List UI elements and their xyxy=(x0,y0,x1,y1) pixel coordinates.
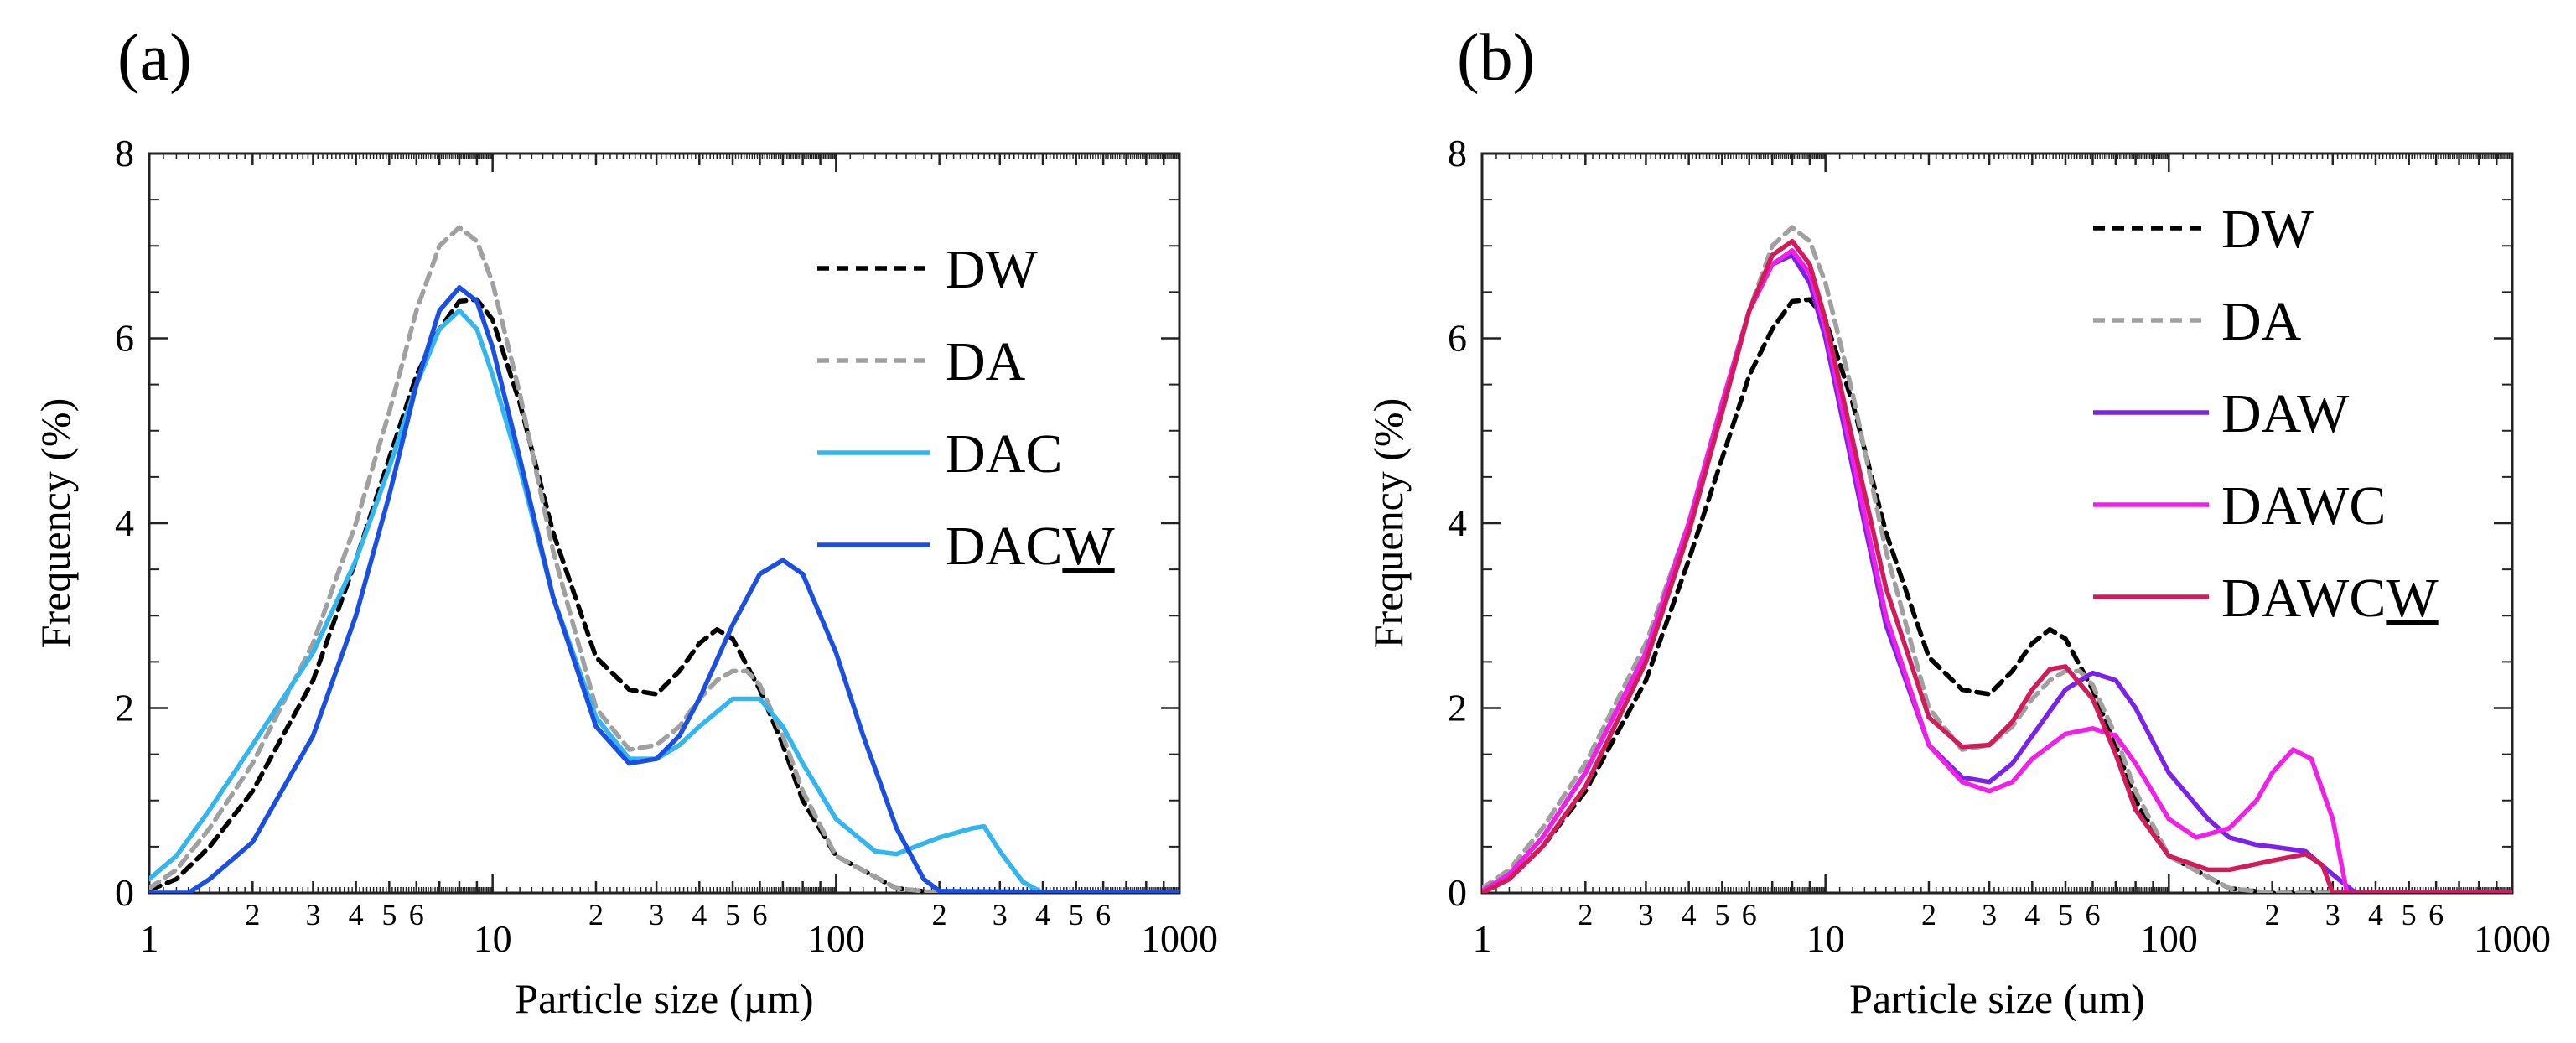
series-line-da xyxy=(149,225,1179,893)
y-tick-label: 4 xyxy=(115,501,134,544)
x-tick-label: 1 xyxy=(1473,917,1492,960)
y-tick-label: 8 xyxy=(1448,132,1467,174)
y-tick-label: 2 xyxy=(1448,687,1467,729)
x-minor-tick-label: 5 xyxy=(1714,898,1729,931)
legend-label-da: DA xyxy=(2221,291,2302,352)
legend-label-dw: DW xyxy=(2221,199,2314,260)
panel-label: (a) xyxy=(117,21,192,95)
legend-label-dac: DAC xyxy=(946,423,1062,485)
legend-label-daw: DAW xyxy=(2221,383,2350,444)
x-tick-label: 1000 xyxy=(2474,917,2551,960)
y-tick-label: 0 xyxy=(1448,871,1467,914)
legend-label-dw: DW xyxy=(946,239,1039,300)
y-tick-label: 6 xyxy=(1448,317,1467,360)
x-minor-tick-label: 3 xyxy=(1638,898,1653,931)
legend-text-main: DA xyxy=(2221,291,2302,352)
x-tick-label: 10 xyxy=(1806,917,1845,960)
x-minor-tick-label: 6 xyxy=(1742,898,1757,931)
y-tick-label: 8 xyxy=(115,132,134,174)
legend-label-dawcw: DAWCW xyxy=(2221,568,2439,629)
x-minor-tick-label: 5 xyxy=(381,898,397,931)
legend-text-main: DW xyxy=(946,239,1039,300)
x-minor-tick-label: 6 xyxy=(2428,898,2444,931)
legend-text-main: DW xyxy=(2221,199,2314,260)
x-minor-tick-label: 6 xyxy=(2085,898,2100,931)
x-tick-label: 10 xyxy=(474,917,512,960)
legend-text-main: DAW xyxy=(2221,383,2350,444)
x-minor-tick-label: 2 xyxy=(932,898,947,931)
x-minor-tick-label: 5 xyxy=(725,898,740,931)
x-minor-tick-label: 2 xyxy=(245,898,260,931)
y-tick-label: 4 xyxy=(1448,501,1467,544)
x-minor-tick-label: 2 xyxy=(2265,898,2280,931)
x-minor-tick-label: 4 xyxy=(349,898,364,931)
x-minor-tick-label: 3 xyxy=(993,898,1008,931)
x-axis-title: Particle size (um) xyxy=(1849,975,2145,1022)
x-minor-tick-label: 2 xyxy=(588,898,604,931)
x-minor-tick-label: 5 xyxy=(2058,898,2073,931)
x-minor-tick-label: 4 xyxy=(692,898,707,931)
panel-label: (b) xyxy=(1457,21,1535,95)
x-tick-label: 100 xyxy=(2140,917,2198,960)
x-minor-tick-label: 6 xyxy=(1096,898,1111,931)
legend-label-da: DA xyxy=(946,331,1026,392)
x-minor-tick-label: 2 xyxy=(1921,898,1936,931)
x-minor-tick-label: 5 xyxy=(1069,898,1084,931)
legend-label-dawc: DAWC xyxy=(2221,475,2386,537)
x-minor-tick-label: 2 xyxy=(1578,898,1593,931)
x-minor-tick-label: 4 xyxy=(1682,898,1697,931)
x-minor-tick-label: 3 xyxy=(1982,898,1997,931)
x-tick-label: 1 xyxy=(140,917,159,960)
legend-text-underlined: W xyxy=(2386,568,2439,629)
y-tick-label: 0 xyxy=(115,871,134,914)
x-minor-tick-label: 4 xyxy=(2368,898,2383,931)
series-line-dawc xyxy=(1482,248,2512,893)
x-axis-title: Particle size (µm) xyxy=(515,975,813,1022)
series-line-da xyxy=(1482,225,2512,893)
y-axis-title: Frequency (%) xyxy=(1365,398,1412,649)
legend-label-dacw: DACW xyxy=(946,516,1115,577)
legend-text-main: DAWC xyxy=(2221,475,2386,537)
x-minor-tick-label: 5 xyxy=(2402,898,2417,931)
y-axis-title: Frequency (%) xyxy=(32,398,79,649)
legend-text-main: DAC xyxy=(946,516,1062,577)
x-tick-label: 100 xyxy=(807,917,865,960)
legend-text-underlined: W xyxy=(1062,516,1115,577)
x-minor-tick-label: 6 xyxy=(409,898,424,931)
x-minor-tick-label: 3 xyxy=(2325,898,2340,931)
x-tick-label: 1000 xyxy=(1141,917,1218,960)
x-minor-tick-label: 4 xyxy=(2024,898,2040,931)
x-minor-tick-label: 6 xyxy=(752,898,767,931)
series-line-dacw xyxy=(149,285,1179,893)
y-tick-label: 2 xyxy=(115,687,134,729)
series-line-dawcw xyxy=(1482,238,2512,893)
series-line-dw xyxy=(149,297,1179,893)
x-minor-tick-label: 4 xyxy=(1035,898,1050,931)
x-minor-tick-label: 3 xyxy=(305,898,320,931)
x-minor-tick-label: 3 xyxy=(649,898,664,931)
series-line-dac xyxy=(149,308,1179,893)
series-line-dw xyxy=(1482,297,2512,893)
y-tick-label: 6 xyxy=(115,317,134,360)
legend-text-main: DAWC xyxy=(2221,568,2386,629)
legend-text-main: DAC xyxy=(946,423,1062,485)
legend-text-main: DA xyxy=(946,331,1026,392)
